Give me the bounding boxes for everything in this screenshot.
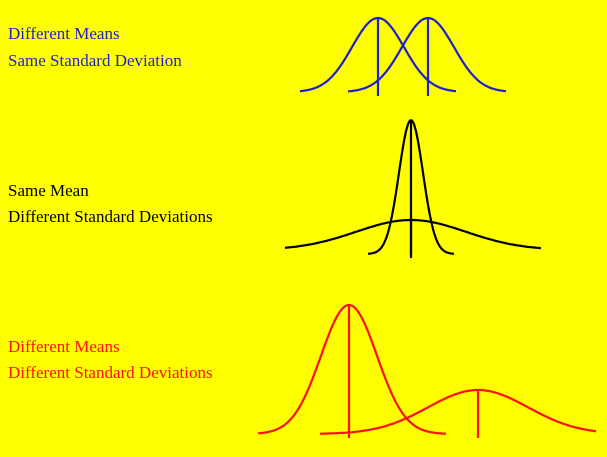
- bell-curve: [257, 304, 447, 435]
- label-group: Different Means Same Standard Deviation: [8, 24, 182, 70]
- bell-curve: [284, 218, 542, 250]
- bell-curve: [320, 388, 597, 435]
- label-group: Different Means Different Standard Devia…: [8, 337, 213, 382]
- label: Different Standard Deviations: [8, 363, 213, 382]
- label-group: Same Mean Different Standard Deviations: [8, 181, 213, 226]
- label: Same Standard Deviation: [8, 51, 182, 70]
- label: Different Means: [8, 24, 120, 43]
- curves: [257, 16, 597, 438]
- label: Different Standard Deviations: [8, 207, 213, 226]
- label: Different Means: [8, 337, 120, 356]
- label: Same Mean: [8, 181, 89, 200]
